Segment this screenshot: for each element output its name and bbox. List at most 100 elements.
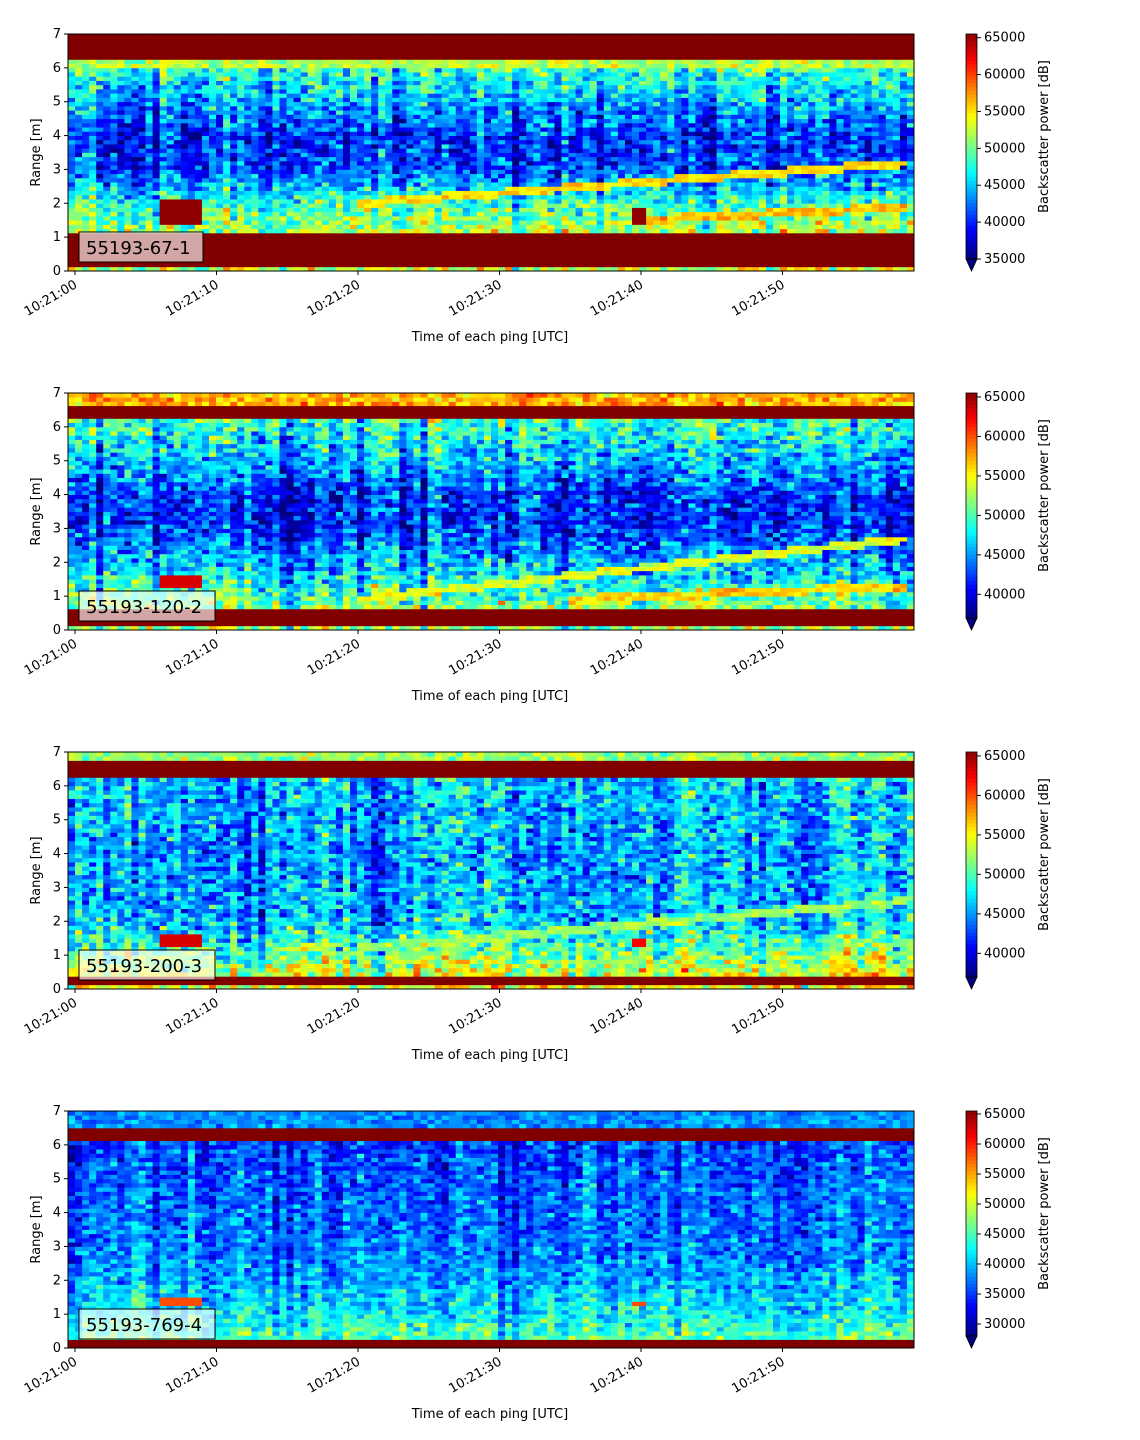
heatmap-cell [180,80,189,86]
heatmap-cell [639,34,647,39]
heatmap-cell [237,131,245,136]
heatmap-cell [399,211,407,217]
heatmap-cell [413,42,421,48]
heatmap-cell [392,160,400,166]
heatmap-cell [286,55,294,60]
heatmap-cell [519,101,527,107]
heatmap-cell [223,203,231,208]
heatmap-cell [441,110,450,115]
heatmap-cell [646,55,654,60]
heatmap-cell [286,67,294,73]
heatmap-cell [476,38,485,43]
heatmap-cell [596,135,605,141]
heatmap-cell [632,118,640,124]
heatmap-cell [378,249,386,255]
heatmap-cell [350,194,358,200]
heatmap-cell [596,203,605,208]
heatmap-cell [103,194,111,200]
heatmap-cell [68,89,76,94]
heatmap-cell [624,38,633,43]
heatmap-cell [286,72,294,77]
heatmap-cell [413,144,421,149]
heatmap-cell [371,237,379,242]
heatmap-cell [653,80,661,86]
heatmap-cell [131,89,139,94]
heatmap-cell [68,177,76,183]
heatmap-cell [632,42,640,48]
heatmap-cell [582,262,591,268]
heatmap-cell [483,148,492,153]
heatmap-cell [639,122,647,128]
heatmap-cell [350,258,358,263]
heatmap-cell [413,207,421,213]
heatmap-cell [674,237,682,242]
heatmap-cell [117,220,125,225]
heatmap-cell [441,131,450,136]
heatmap-cell [173,220,182,225]
heatmap-cell [462,118,471,124]
heatmap-cell [561,105,569,111]
heatmap-cell [681,101,689,107]
heatmap-cell [660,173,668,179]
heatmap-cell [286,105,294,111]
heatmap-cell [653,118,661,124]
heatmap-cell [378,173,386,179]
heatmap-cell [117,38,125,43]
heatmap-cell [89,203,97,208]
heatmap-cell [223,148,231,153]
heatmap-cell [519,266,527,272]
heatmap-cell [561,215,569,221]
heatmap-cell [512,148,520,153]
heatmap-cell [469,232,478,238]
heatmap-cell [328,203,337,208]
heatmap-cell [667,211,675,217]
heatmap-cell [145,211,153,217]
heatmap-cell [103,186,111,191]
heatmap-cell [131,186,139,191]
heatmap-cell [491,63,499,69]
heatmap-cell [674,215,682,221]
heatmap-cell [575,97,584,103]
heatmap-cell [110,173,118,179]
heatmap-cell [159,169,168,175]
heatmap-cell [237,237,245,242]
heatmap-cell [455,72,464,77]
heatmap-cell [554,228,562,234]
heatmap-cell [427,173,435,179]
heatmap-cell [371,245,379,251]
heatmap-cell [667,160,675,166]
heatmap-cell [265,262,273,268]
heatmap-cell [357,224,365,230]
heatmap-cell [307,97,316,103]
heatmap-cell [68,194,76,200]
heatmap-cell [286,34,294,39]
heatmap-cell [589,182,598,187]
heatmap-cell [540,182,548,187]
heatmap-cell [455,55,464,60]
heatmap-cell [540,215,548,221]
heatmap-cell [216,105,224,111]
heatmap-cell [448,97,457,103]
heatmap-cell [201,215,210,221]
heatmap-cell [575,220,584,225]
heatmap-cell [180,177,189,183]
heatmap-cell [547,152,555,158]
heatmap-cell [596,182,605,187]
heatmap-cell [321,228,330,234]
heatmap-cell [321,114,330,120]
heatmap-cell [371,59,379,65]
heatmap-cell [554,122,562,128]
heatmap-cell [82,34,90,39]
heatmap-cell [82,186,90,191]
heatmap-cell [110,190,118,196]
heatmap-cell [589,42,598,48]
heatmap-cell [505,97,513,103]
heatmap-cell [512,105,520,111]
heatmap-cell [223,63,231,69]
heatmap-cell [342,72,351,77]
heatmap-cell [194,67,203,73]
heatmap-cell [448,224,457,230]
heatmap-cell [441,72,450,77]
heatmap-cell [476,258,485,263]
heatmap-cell [103,59,111,65]
